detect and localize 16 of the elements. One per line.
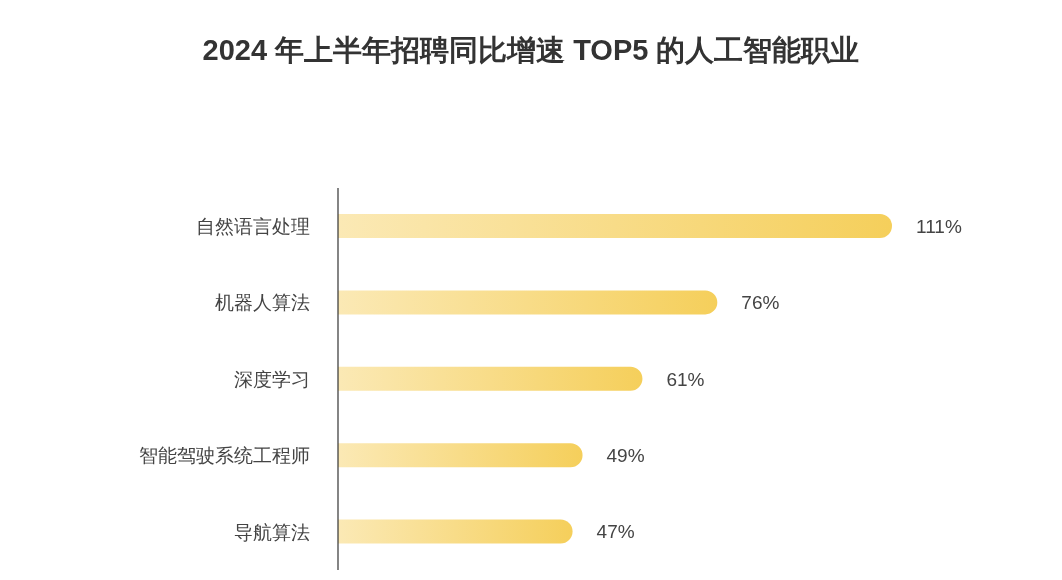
bar <box>338 443 583 468</box>
data-label: 76% <box>741 292 780 314</box>
data-label: 49% <box>606 444 645 466</box>
y-tick-label: 自然语言处理 <box>196 215 310 237</box>
data-label: 111% <box>916 215 962 237</box>
y-tick-label: 智能驾驶系统工程师 <box>139 445 310 467</box>
y-tick-label: 深度学习 <box>234 368 310 390</box>
bar <box>338 290 718 315</box>
bar <box>338 519 573 544</box>
y-tick-label: 机器人算法 <box>215 292 310 314</box>
bar <box>338 213 892 238</box>
bar <box>338 366 643 391</box>
data-label: 47% <box>596 521 635 543</box>
y-tick-label: 导航算法 <box>234 521 310 543</box>
chart-title: 2024 年上半年招聘同比增速 TOP5 的人工智能职业 <box>201 33 861 68</box>
data-label: 61% <box>666 368 705 390</box>
